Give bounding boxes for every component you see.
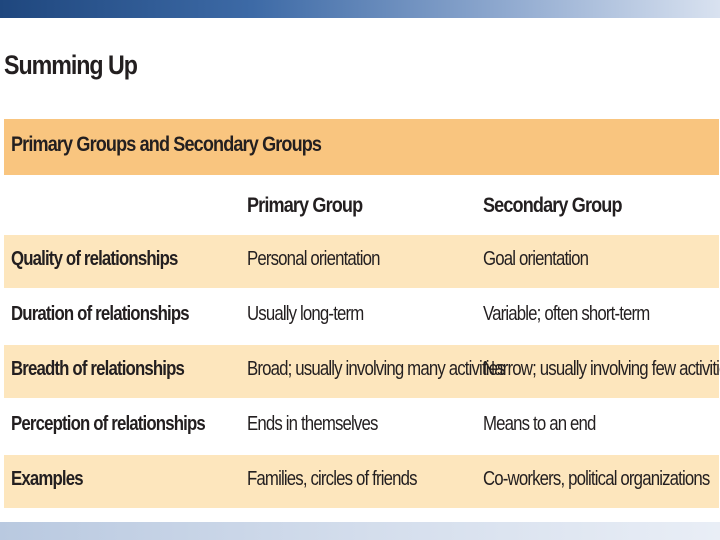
table-row: Examples Families, circles of friends Co… [4, 455, 719, 508]
table-row: Perception of relationships Ends in them… [4, 400, 719, 453]
primary-group-cell: Families, circles of friends [247, 468, 418, 490]
secondary-group-cell: Narrow; usually involving few activities [483, 358, 720, 380]
row-label: Quality of relationships [11, 248, 178, 270]
row-label: Breadth of relationships [11, 358, 185, 380]
primary-group-cell: Personal orientation [247, 248, 380, 270]
secondary-group-cell: Co-workers, political organizations [483, 468, 710, 490]
page-title: Summing Up [4, 50, 138, 80]
bottom-decorative-bar [0, 522, 720, 540]
secondary-group-cell: Means to an end [483, 413, 596, 435]
column-header-primary-group: Primary Group [247, 194, 363, 217]
row-label: Examples [11, 468, 84, 490]
secondary-group-cell: Variable; often short-term [483, 303, 650, 325]
secondary-group-cell: Goal orientation [483, 248, 589, 270]
table-title-banner [4, 119, 719, 175]
row-label: Perception of relationships [11, 413, 206, 435]
table-row: Breadth of relationships Broad; usually … [4, 345, 720, 398]
primary-group-cell: Broad; usually involving many activities [247, 358, 506, 380]
table-row: Duration of relationships Usually long-t… [4, 290, 719, 343]
primary-group-cell: Ends in themselves [247, 413, 378, 435]
column-header-secondary-group: Secondary Group [483, 194, 622, 217]
primary-group-cell: Usually long-term [247, 303, 364, 325]
table-title: Primary Groups and Secondary Groups [11, 133, 322, 156]
table-row: Quality of relationships Personal orient… [4, 235, 719, 288]
row-label: Duration of relationships [11, 303, 190, 325]
top-decorative-bar [0, 0, 720, 18]
